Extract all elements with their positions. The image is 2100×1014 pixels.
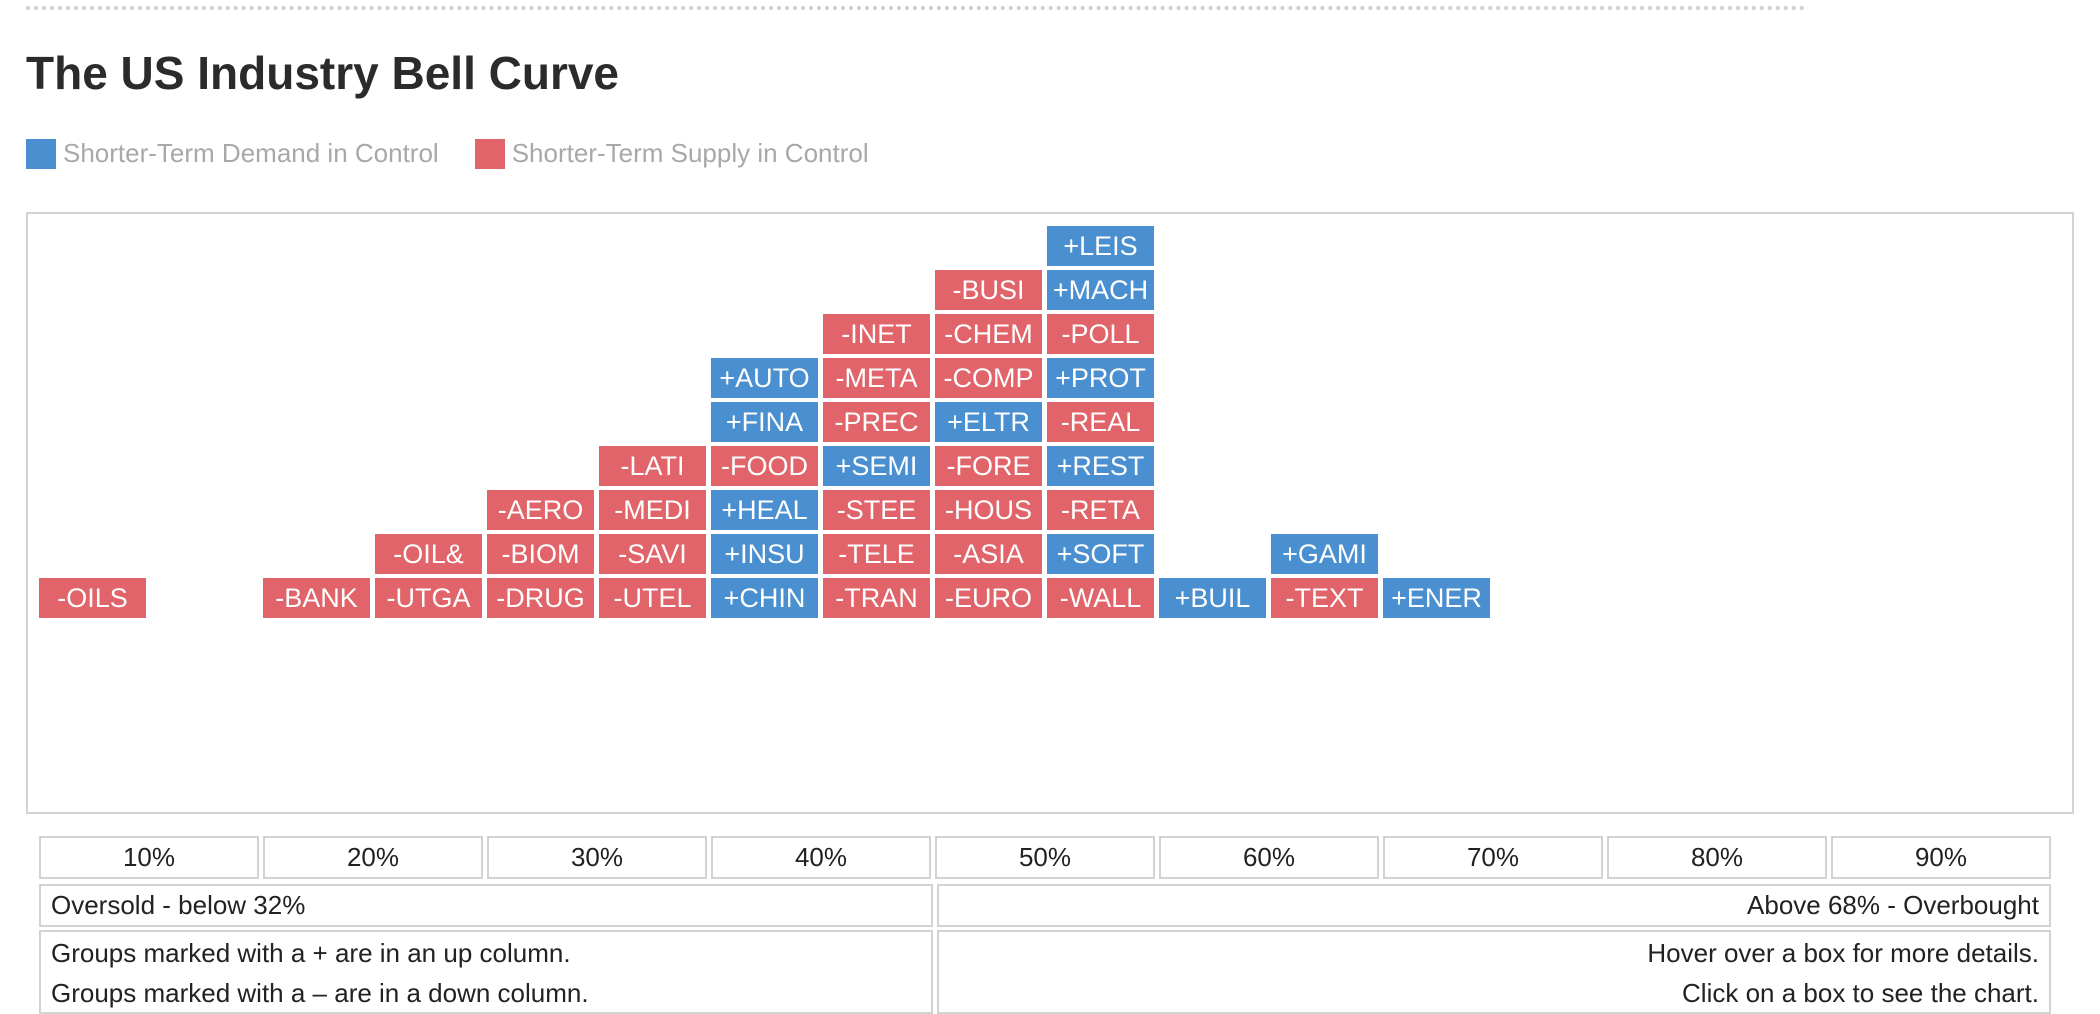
- industry-box-aero[interactable]: -AERO: [487, 490, 594, 530]
- scale-cell-70pct: 70%: [1383, 836, 1603, 879]
- note-hover: Hover over a box for more details.: [1647, 938, 2039, 968]
- scale-cell-30pct: 30%: [487, 836, 707, 879]
- oversold-label: Oversold - below 32%: [51, 890, 306, 920]
- scale-cell-50pct: 50%: [935, 836, 1155, 879]
- industry-box-drug[interactable]: -DRUG: [487, 578, 594, 618]
- industry-box-leis[interactable]: +LEIS: [1047, 226, 1154, 266]
- scale-cell-10pct: 10%: [39, 836, 259, 879]
- industry-box-rest[interactable]: +REST: [1047, 446, 1154, 486]
- interaction-notes: Hover over a box for more details. Click…: [937, 930, 2051, 1014]
- industry-box-fina[interactable]: +FINA: [711, 402, 818, 442]
- industry-box-utel[interactable]: -UTEL: [599, 578, 706, 618]
- industry-box-wall[interactable]: -WALL: [1047, 578, 1154, 618]
- industry-box-fore[interactable]: -FORE: [935, 446, 1042, 486]
- industry-box-lati[interactable]: -LATI: [599, 446, 706, 486]
- industry-box-tele[interactable]: -TELE: [823, 534, 930, 574]
- industry-box-gami[interactable]: +GAMI: [1271, 534, 1378, 574]
- scale-cell-80pct: 80%: [1607, 836, 1827, 879]
- industry-box-meta[interactable]: -META: [823, 358, 930, 398]
- industry-box-oils[interactable]: -OILS: [39, 578, 146, 618]
- industry-box-busi[interactable]: -BUSI: [935, 270, 1042, 310]
- industry-box-chin[interactable]: +CHIN: [711, 578, 818, 618]
- industry-box-semi[interactable]: +SEMI: [823, 446, 930, 486]
- legend-item-demand: Shorter-Term Demand in Control: [26, 138, 439, 169]
- legend-label-supply: Shorter-Term Supply in Control: [511, 138, 869, 168]
- industry-box-tran[interactable]: -TRAN: [823, 578, 930, 618]
- industry-box-euro[interactable]: -EURO: [935, 578, 1042, 618]
- overbought-label: Above 68% - Overbought: [1747, 890, 2039, 920]
- scale-cell-20pct: 20%: [263, 836, 483, 879]
- industry-box-ener[interactable]: +ENER: [1383, 578, 1490, 618]
- industry-box-hous[interactable]: -HOUS: [935, 490, 1042, 530]
- industry-box-real[interactable]: -REAL: [1047, 402, 1154, 442]
- legend-swatch-demand: [26, 138, 56, 169]
- scale-cell-90pct: 90%: [1831, 836, 2051, 879]
- legend-item-supply: Shorter-Term Supply in Control: [474, 138, 869, 169]
- industry-box-reta[interactable]: -RETA: [1047, 490, 1154, 530]
- industry-box-auto[interactable]: +AUTO: [711, 358, 818, 398]
- industry-box-oil&[interactable]: -OIL&: [375, 534, 482, 574]
- oversold-zone: Oversold - below 32%: [39, 884, 933, 927]
- bell-curve-chart: 10% 20% 30% 40% 50% 60% 70% 80% 90% Oversold - b…: [26, 212, 2074, 1014]
- legend-label-demand: Shorter-Term Demand in Control: [63, 138, 439, 168]
- note-click: Click on a box to see the chart.: [1682, 978, 2039, 1008]
- legend: Shorter-Term Demand in Control Shorter-T…: [26, 138, 869, 169]
- industry-box-mach[interactable]: +MACH: [1047, 270, 1154, 310]
- industry-box-chem[interactable]: -CHEM: [935, 314, 1042, 354]
- industry-box-prec[interactable]: -PREC: [823, 402, 930, 442]
- industry-box-prot[interactable]: +PROT: [1047, 358, 1154, 398]
- note-down-column: Groups marked with a – are in a down col…: [51, 978, 589, 1008]
- industry-box-stee[interactable]: -STEE: [823, 490, 930, 530]
- industry-box-soft[interactable]: +SOFT: [1047, 534, 1154, 574]
- industry-box-savi[interactable]: -SAVI: [599, 534, 706, 574]
- scale-cell-40pct: 40%: [711, 836, 931, 879]
- industry-box-medi[interactable]: -MEDI: [599, 490, 706, 530]
- industry-box-biom[interactable]: -BIOM: [487, 534, 594, 574]
- industry-box-buil[interactable]: +BUIL: [1159, 578, 1266, 618]
- top-dotted-divider: [26, 6, 1806, 10]
- note-up-column: Groups marked with a + are in an up colu…: [51, 938, 571, 968]
- industry-box-inet[interactable]: -INET: [823, 314, 930, 354]
- overbought-zone: Above 68% - Overbought: [937, 884, 2051, 927]
- industry-box-utga[interactable]: -UTGA: [375, 578, 482, 618]
- industry-box-eltr[interactable]: +ELTR: [935, 402, 1042, 442]
- industry-box-text[interactable]: -TEXT: [1271, 578, 1378, 618]
- legend-swatch-supply: [474, 138, 505, 169]
- industry-box-comp[interactable]: -COMP: [935, 358, 1042, 398]
- industry-box-poll[interactable]: -POLL: [1047, 314, 1154, 354]
- column-notes: Groups marked with a + are in an up colu…: [39, 930, 933, 1014]
- industry-box-asia[interactable]: -ASIA: [935, 534, 1042, 574]
- industry-box-heal[interactable]: +HEAL: [711, 490, 818, 530]
- industry-box-bank[interactable]: -BANK: [263, 578, 370, 618]
- page-title: The US Industry Bell Curve: [26, 47, 620, 99]
- industry-box-food[interactable]: -FOOD: [711, 446, 818, 486]
- industry-box-insu[interactable]: +INSU: [711, 534, 818, 574]
- scale-cell-60pct: 60%: [1159, 836, 1379, 879]
